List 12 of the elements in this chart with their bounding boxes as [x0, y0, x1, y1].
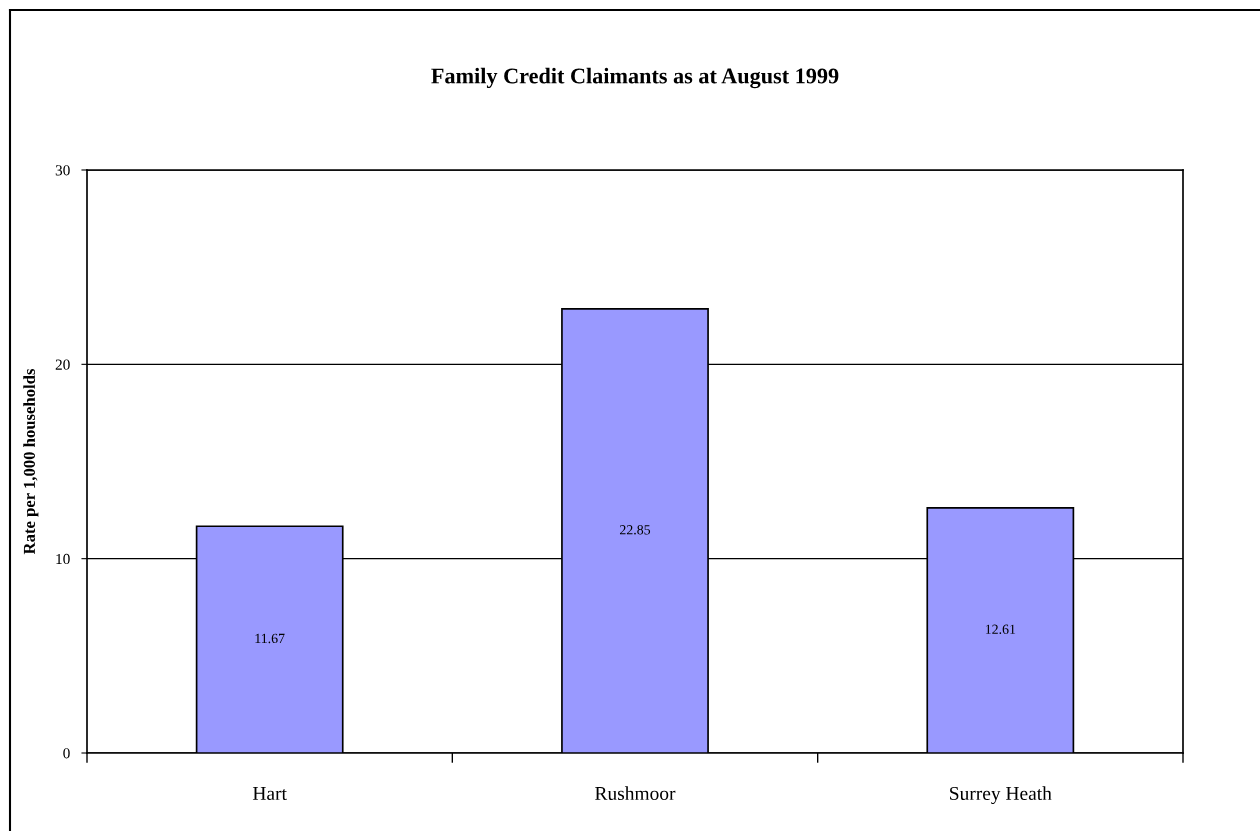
x-tick-label: Rushmoor — [595, 786, 676, 801]
y-axis-title: Rate per 1,000 households — [23, 368, 39, 555]
x-tick-label: Surrey Heath — [950, 786, 1052, 805]
data-label: 22.85 — [619, 525, 651, 535]
y-tick-label: 10 — [56, 553, 70, 565]
y-tick-label: 20 — [55, 359, 70, 370]
data-label: 11.67 — [255, 633, 285, 644]
y-tick-label: 30 — [55, 165, 70, 176]
chart-title: Family Credit Claimants as at August 1999 — [431, 67, 839, 89]
x-tick-label: Hart — [252, 787, 287, 801]
data-label: 12.61 — [985, 624, 1016, 635]
y-tick-label: 0 — [63, 748, 70, 759]
